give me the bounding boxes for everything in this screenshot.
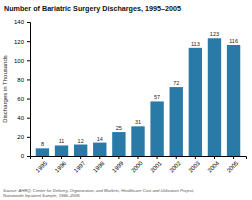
x-tick-label: 2001 <box>149 160 163 174</box>
y-tick-mark <box>27 41 30 42</box>
x-tick-mark <box>157 156 158 159</box>
y-tick-mark <box>27 137 30 138</box>
x-tick: 1997 <box>73 156 87 174</box>
x-tick-mark <box>138 156 139 159</box>
y-axis-title: Discharges in Thousands <box>2 55 8 123</box>
x-tick-mark <box>80 156 81 159</box>
y-tick-label: 0 <box>21 153 25 159</box>
bar <box>189 48 202 156</box>
y-tick-mark <box>27 60 30 61</box>
y-axis-line <box>27 23 31 157</box>
x-tick: 2003 <box>187 156 201 174</box>
y-tick-label: 100 <box>14 58 25 64</box>
y-tick: 40 <box>17 115 30 121</box>
x-tick-mark <box>99 156 100 159</box>
source-note: Source: AHRQ, Center for Delivery, Organ… <box>3 188 194 193</box>
x-tick: 1998 <box>92 156 106 174</box>
y-tick: 100 <box>14 58 30 64</box>
bar <box>93 143 106 156</box>
x-tick: 2005 <box>226 156 240 174</box>
x-tick: 1995 <box>35 156 49 174</box>
bar <box>150 101 163 156</box>
bars <box>36 38 241 156</box>
y-tick-mark <box>27 118 30 119</box>
x-tick-label: 1996 <box>54 160 68 174</box>
bar <box>74 145 87 156</box>
y-tick-label: 120 <box>14 39 25 45</box>
x-tick-label: 1997 <box>73 160 87 174</box>
title: Number of Bariatric Surgery Discharges, … <box>4 4 181 13</box>
data-label: 11 <box>59 138 65 144</box>
bar <box>227 45 240 156</box>
y-tick-mark <box>27 99 30 100</box>
x-tick-mark <box>118 156 119 159</box>
y-tick: 60 <box>17 96 30 102</box>
x-tick-mark <box>176 156 177 159</box>
x-tick: 1996 <box>54 156 68 174</box>
data-labels: 8 11 12 14 25 31 57 72 113 123 116 <box>41 31 238 147</box>
x-axis-line <box>31 157 247 160</box>
bar <box>170 87 183 156</box>
data-label: 12 <box>78 138 84 144</box>
x-tick-label: 2004 <box>207 160 221 174</box>
y-tick: 80 <box>17 77 30 83</box>
bar <box>112 132 125 156</box>
bar <box>131 126 144 156</box>
x-tick-label: 1999 <box>111 160 125 174</box>
data-label: 14 <box>97 136 103 142</box>
data-label: 8 <box>41 141 44 147</box>
x-tick: 1999 <box>111 156 125 174</box>
bar <box>208 38 221 156</box>
x-tick-mark <box>61 156 62 159</box>
y-tick-mark <box>27 156 30 157</box>
data-label: 116 <box>229 38 238 44</box>
source-note: Nationwide Inpatient Sample, 1995–2005. <box>3 193 81 198</box>
x-tick-mark <box>214 156 215 159</box>
plot: 8 11 12 14 25 31 57 72 113 123 116 0 20 40 60 80 100 120 1… <box>14 19 247 173</box>
y-tick: 20 <box>17 134 30 140</box>
x-tick-mark <box>233 156 234 159</box>
y-tick-mark <box>27 79 30 80</box>
bar <box>36 148 49 156</box>
y-tick-mark <box>27 22 30 23</box>
y-tick-label: 40 <box>17 115 24 121</box>
y-tick-label: 20 <box>17 134 24 140</box>
y-tick: 120 <box>14 39 30 45</box>
chart: Number of Bariatric Surgery Discharges, … <box>0 0 252 200</box>
x-tick: 2000 <box>130 156 144 174</box>
data-label: 57 <box>154 94 160 100</box>
y-tick-label: 80 <box>17 77 24 83</box>
x-tick-mark <box>195 156 196 159</box>
x-axis: 1995 1996 1997 1998 1999 2000 2001 2002 2003 2004… <box>31 156 247 174</box>
data-label: 31 <box>135 119 141 125</box>
x-tick: 2004 <box>207 156 221 174</box>
x-tick: 2002 <box>168 156 182 174</box>
y-axis: 0 20 40 60 80 100 120 140 <box>14 19 31 159</box>
bar <box>55 145 68 156</box>
y-tick: 0 <box>21 153 30 159</box>
x-tick-label: 2000 <box>130 160 144 174</box>
data-label: 25 <box>116 125 122 131</box>
x-tick-label: 2002 <box>168 160 182 174</box>
data-label: 72 <box>173 80 179 86</box>
y-tick-label: 60 <box>17 96 24 102</box>
data-label: 113 <box>191 41 200 47</box>
x-tick-label: 1998 <box>92 160 106 174</box>
y-tick-label: 140 <box>14 19 25 25</box>
data-label: 123 <box>210 31 219 37</box>
x-tick-label: 1995 <box>35 160 49 174</box>
y-tick: 140 <box>14 19 30 25</box>
x-tick-label: 2005 <box>226 160 240 174</box>
x-tick-mark <box>42 156 43 159</box>
x-tick: 2001 <box>149 156 163 174</box>
x-tick-label: 2003 <box>187 160 201 174</box>
